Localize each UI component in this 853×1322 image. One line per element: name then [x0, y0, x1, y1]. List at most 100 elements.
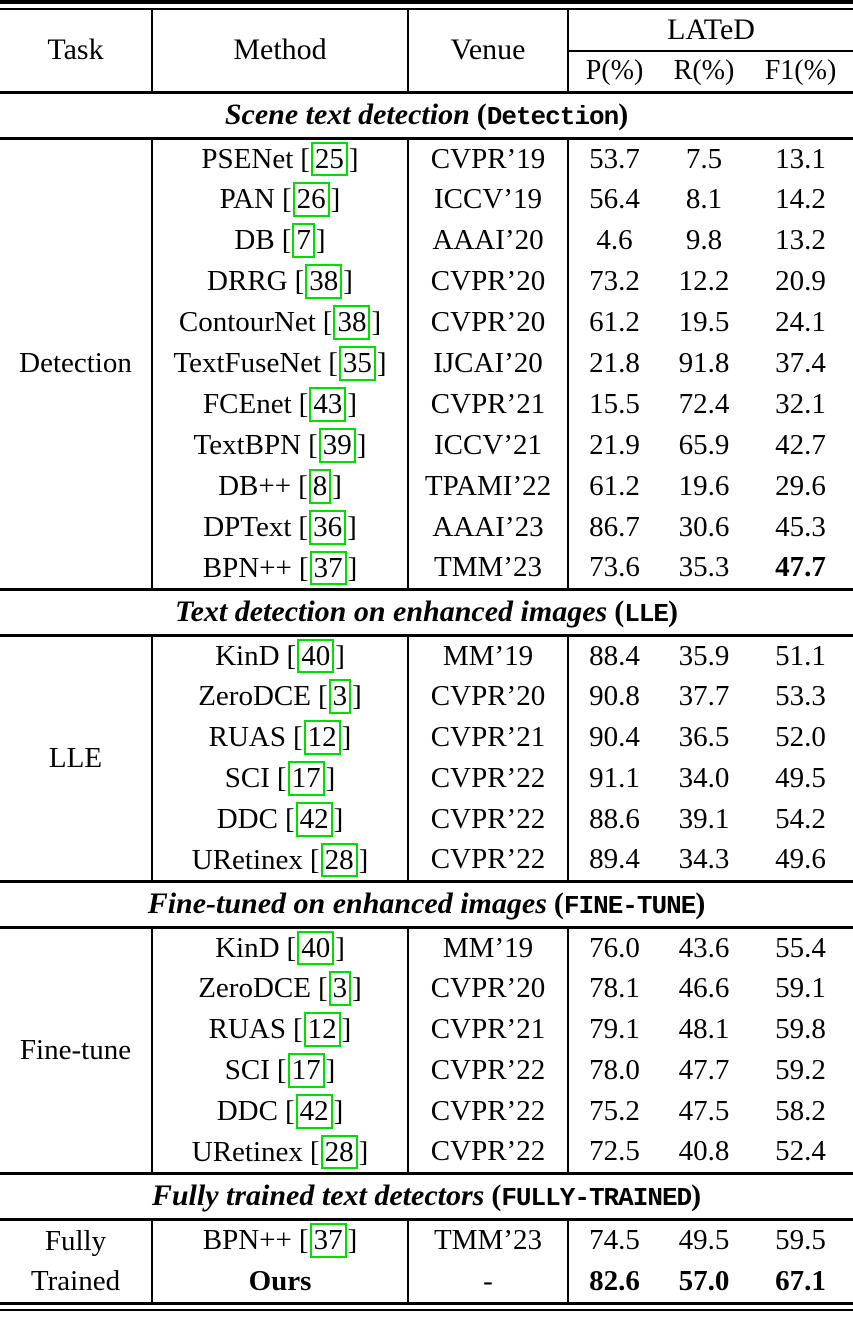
citation-open-bracket: [	[298, 470, 308, 503]
method-cell: DB[7]	[152, 220, 409, 261]
citation-close-bracket: ]	[347, 551, 358, 584]
method-name: BPN++	[202, 1224, 292, 1257]
table-row: Fully Trained BPN++[37] TMM’23 74.5 49.5 59.5	[0, 1219, 853, 1302]
section-divider-row: Scene text detection (Detection)	[0, 90, 853, 140]
f1-value: 47.7	[775, 551, 826, 584]
method-name: ZeroDCE	[198, 680, 311, 713]
col-header-recall: R(%)	[673, 55, 735, 87]
method-cell: FCEnet[43]	[152, 384, 409, 425]
citation-link[interactable]: 38	[333, 305, 371, 340]
table-body: Scene text detection (Detection) Detection…	[0, 90, 853, 1302]
method-cell: TextFuseNet[35]	[152, 343, 409, 384]
f1-value: 59.8	[775, 1013, 826, 1045]
citation-link[interactable]: 37	[309, 1223, 347, 1258]
citation-close-bracket: ]	[341, 1013, 352, 1046]
citation-open-bracket: [	[293, 721, 303, 754]
precision-value: 88.6	[589, 803, 640, 835]
citation-link[interactable]: 39	[318, 428, 356, 463]
citation-link[interactable]: 28	[320, 1134, 358, 1169]
venue-cell: CVPR’20	[408, 676, 569, 717]
col-header-f1: F1(%)	[764, 55, 837, 87]
top-rule-thick	[0, 0, 853, 4]
task-label: Detection	[0, 138, 153, 589]
col-group-lated: LATeD	[568, 10, 853, 52]
col-header-venue: Venue	[408, 10, 569, 92]
citation-close-bracket: ]	[358, 843, 369, 876]
precision-value: 15.5	[589, 388, 640, 420]
citation-link[interactable]: 42	[295, 802, 333, 837]
method-cell: SCI[17]	[152, 1050, 409, 1091]
method-name: SCI	[224, 1054, 270, 1087]
citation-link[interactable]: 35	[338, 346, 376, 381]
citation-close-bracket: ]	[330, 183, 341, 216]
citation-open-bracket: [	[309, 843, 320, 876]
table-row: RUAS[12] CVPR’21 90.4 36.5 52.0	[0, 717, 853, 758]
method-cell: PSENet[25]	[152, 138, 409, 179]
bottom-double-rule	[0, 1301, 853, 1311]
citation-close-bracket: ]	[376, 347, 387, 380]
citation-link[interactable]: 43	[309, 387, 347, 422]
citation-link[interactable]: 12	[303, 1012, 341, 1047]
method-name: DPText	[203, 511, 292, 544]
method-name: URetinex	[191, 843, 303, 876]
citation-close-bracket: ]	[352, 972, 362, 1005]
citation-open-bracket: [	[276, 1054, 287, 1087]
f1-value: 32.1	[775, 388, 826, 420]
recall-value: 35.3	[678, 551, 730, 584]
table-row: TextFuseNet[35] IJCAI’20 21.8 91.8 37.4	[0, 343, 853, 384]
recall-value: 19.5	[678, 306, 730, 338]
citation-open-bracket: [	[286, 932, 297, 965]
citation-close-bracket: ]	[343, 265, 353, 298]
citation-link[interactable]: 26	[292, 182, 330, 217]
citation-link[interactable]: 28	[320, 842, 358, 877]
citation-open-bracket: [	[308, 429, 318, 462]
recall-value: 8.1	[685, 183, 723, 215]
citation-link[interactable]: 40	[297, 931, 335, 966]
citation-link[interactable]: 17	[287, 761, 325, 796]
citation-link[interactable]: 40	[297, 639, 335, 674]
method-cell: TextBPN[39]	[152, 425, 409, 466]
citation-link[interactable]: 3	[328, 971, 352, 1006]
venue-cell: ICCV’21	[408, 425, 569, 466]
top-double-rule	[0, 0, 853, 10]
section-code: FINE-TUNE	[563, 891, 696, 921]
citation-link[interactable]: 12	[303, 720, 341, 755]
f1-value: 58.2	[775, 1095, 826, 1127]
section-title: Fully trained text detectors	[151, 1179, 485, 1212]
table-row: PAN[26] ICCV’19 56.4 8.1 14.2	[0, 179, 853, 220]
precision-value: 90.8	[589, 680, 640, 712]
citation-link[interactable]: 36	[309, 510, 347, 545]
recall-value: 19.6	[678, 470, 730, 502]
citation-link[interactable]: 25	[310, 142, 348, 177]
precision-value: 78.0	[589, 1054, 640, 1086]
citation-link[interactable]: 17	[287, 1053, 325, 1088]
f1-value: 14.2	[775, 183, 826, 215]
recall-value: 34.3	[678, 843, 730, 876]
citation-link[interactable]: 42	[295, 1094, 333, 1129]
venue-cell: CVPR’22	[408, 1050, 569, 1091]
citation-link[interactable]: 3	[328, 679, 352, 714]
method-name: Ours	[248, 1264, 312, 1297]
method-name: ContourNet	[178, 306, 316, 339]
citation-link[interactable]: 38	[305, 264, 343, 299]
citation-close-bracket: ]	[325, 762, 336, 795]
header-row-1: Task Method Venue LATeD	[0, 10, 853, 92]
top-rule-thin	[0, 8, 853, 10]
method-name: ZeroDCE	[198, 972, 311, 1005]
method-cell: BPN++[37]	[152, 1219, 409, 1261]
precision-value: 78.1	[589, 972, 640, 1004]
table-row: Fine-tune KinD[40] MM’19 76.0 43.6 55.4	[0, 927, 853, 1173]
method-name: KinD	[215, 932, 280, 965]
citation-open-bracket: [	[298, 551, 309, 584]
table-row: DDC[42] CVPR’22 75.2 47.5 58.2	[0, 1091, 853, 1132]
method-cell: ZeroDCE[3]	[152, 676, 409, 717]
section-title: Text detection on enhanced images	[175, 595, 608, 628]
citation-close-bracket: ]	[352, 680, 362, 713]
section-header: Fine-tuned on enhanced images (FINE-TUNE)	[0, 879, 853, 929]
venue-cell: TMM’23	[408, 548, 569, 589]
f1-value: 49.5	[775, 762, 826, 794]
citation-link[interactable]: 37	[309, 550, 347, 585]
citation-link[interactable]: 7	[292, 223, 315, 258]
citation-link[interactable]: 8	[308, 469, 332, 504]
f1-value: 42.7	[775, 429, 826, 461]
